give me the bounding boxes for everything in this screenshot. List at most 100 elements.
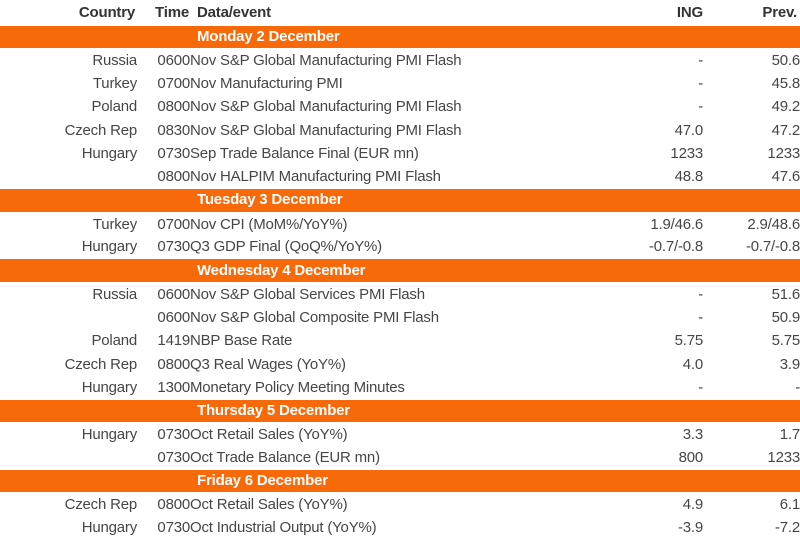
day-section-band: Monday 2 December — [0, 24, 800, 49]
day-section-band: Thursday 5 December — [0, 398, 800, 424]
day-section-row: Tuesday 3 December — [0, 188, 800, 213]
event-description-cell: Nov S&P Global Composite PMI Flash — [190, 308, 439, 326]
ing-forecast-cell: 47.0 — [674, 121, 703, 139]
previous-value-cell: 3.9 — [779, 355, 800, 373]
event-description-cell: Oct Retail Sales (YoY%) — [190, 426, 348, 444]
previous-value-cell: 1233 — [767, 145, 800, 163]
time-cell: 0600 — [157, 51, 190, 69]
event-row: Hungary 0730 Sep Trade Balance Final (EU… — [0, 142, 800, 165]
ing-forecast-cell: 5.75 — [674, 332, 703, 350]
event-row: Czech Rep 0830 Nov S&P Global Manufactur… — [0, 119, 800, 142]
col-header-time: Time — [155, 3, 189, 21]
ing-forecast-cell: - — [698, 285, 703, 303]
event-description-cell: Nov HALPIM Manufacturing PMI Flash — [190, 168, 441, 186]
previous-value-cell: 47.6 — [771, 168, 800, 186]
country-cell — [0, 165, 137, 188]
time-cell: 1300 — [157, 378, 190, 396]
event-description-cell: Monetary Policy Meeting Minutes — [190, 378, 405, 396]
time-cell: 0800 — [157, 496, 190, 514]
day-section-title: Monday 2 December — [197, 27, 340, 45]
country-cell: Russia — [92, 51, 137, 69]
time-cell: 0600 — [157, 285, 190, 303]
time-cell: 0800 — [157, 98, 190, 116]
event-row: Hungary 0730 Oct Industrial Output (YoY%… — [0, 516, 800, 539]
country-cell — [0, 446, 137, 469]
calendar-body: Monday 2 December Russia 0600 Nov S&P Gl… — [0, 24, 800, 540]
day-section-row: Wednesday 4 December — [0, 258, 800, 283]
ing-forecast-cell: -0.7/-0.8 — [648, 238, 703, 256]
event-row: 0800 Nov HALPIM Manufacturing PMI Flash … — [0, 165, 800, 188]
previous-value-cell: - — [795, 378, 800, 396]
event-description-cell: Q3 Real Wages (YoY%) — [190, 355, 346, 373]
event-description-cell: Nov S&P Global Manufacturing PMI Flash — [190, 51, 462, 69]
event-row: Russia 0600 Nov S&P Global Services PMI … — [0, 282, 800, 305]
event-description-cell: Sep Trade Balance Final (EUR mn) — [190, 145, 419, 163]
country-cell: Turkey — [92, 215, 137, 233]
time-cell: 0730 — [157, 145, 190, 163]
event-description-cell: Nov CPI (MoM%/YoY%) — [190, 215, 348, 233]
event-row: 0600 Nov S&P Global Composite PMI Flash … — [0, 306, 800, 329]
previous-value-cell: -7.2 — [774, 519, 800, 537]
event-description-cell: NBP Base Rate — [190, 332, 293, 350]
country-cell: Hungary — [81, 145, 137, 163]
day-section-title: Thursday 5 December — [197, 401, 350, 419]
country-cell: Czech Rep — [64, 496, 137, 514]
previous-value-cell: 1233 — [767, 448, 800, 466]
day-section-title: Friday 6 December — [197, 472, 328, 490]
ing-forecast-cell: 4.9 — [682, 496, 703, 514]
previous-value-cell: -0.7/-0.8 — [745, 238, 800, 256]
country-cell: Hungary — [81, 238, 137, 256]
ing-forecast-cell: - — [698, 378, 703, 396]
col-header-country: Country — [78, 3, 135, 21]
event-description-cell: Nov S&P Global Manufacturing PMI Flash — [190, 121, 462, 139]
event-description-cell: Oct Trade Balance (EUR mn) — [190, 448, 380, 466]
country-cell: Turkey — [92, 74, 137, 92]
event-row: Czech Rep 0800 Q3 Real Wages (YoY%) 4.0 … — [0, 352, 800, 375]
day-section-band: Tuesday 3 December — [0, 188, 800, 213]
event-row: Hungary 0730 Oct Retail Sales (YoY%) 3.3… — [0, 423, 800, 446]
country-cell: Czech Rep — [64, 121, 137, 139]
ing-forecast-cell: 800 — [678, 448, 703, 466]
country-cell: Russia — [92, 285, 137, 303]
previous-value-cell: 50.9 — [771, 308, 800, 326]
previous-value-cell: 6.1 — [779, 496, 800, 514]
ing-forecast-cell: 48.8 — [674, 168, 703, 186]
day-section-title: Tuesday 3 December — [197, 191, 343, 209]
country-cell: Poland — [91, 332, 137, 350]
previous-value-cell: 47.2 — [771, 121, 800, 139]
event-row: Poland 1419 NBP Base Rate 5.75 5.75 — [0, 329, 800, 352]
previous-value-cell: 45.8 — [771, 74, 800, 92]
table-header-row: Country Time Data/event ING Prev. — [0, 0, 800, 25]
day-section-band: Friday 6 December — [0, 468, 800, 494]
time-cell: 0730 — [157, 238, 190, 256]
event-description-cell: Nov Manufacturing PMI — [190, 74, 343, 92]
event-row: Turkey 0700 Nov CPI (MoM%/YoY%) 1.9/46.6… — [0, 212, 800, 235]
col-header-previous: Prev. — [762, 3, 797, 21]
ing-forecast-cell: 3.3 — [682, 426, 703, 444]
time-cell: 0800 — [157, 168, 190, 186]
country-cell: Hungary — [81, 426, 137, 444]
event-description-cell: Oct Retail Sales (YoY%) — [190, 496, 348, 514]
day-section-row: Friday 6 December — [0, 468, 800, 494]
event-description-cell: Nov S&P Global Manufacturing PMI Flash — [190, 98, 462, 116]
time-cell: 0700 — [157, 74, 190, 92]
day-section-row: Monday 2 December — [0, 24, 800, 49]
event-row: Turkey 0700 Nov Manufacturing PMI - 45.8 — [0, 72, 800, 95]
ing-forecast-cell: - — [698, 308, 703, 326]
ing-forecast-cell: 4.0 — [682, 355, 703, 373]
event-row: 0730 Oct Trade Balance (EUR mn) 800 1233 — [0, 446, 800, 469]
country-cell: Hungary — [81, 378, 137, 396]
col-header-ing-forecast: ING — [676, 3, 703, 21]
time-cell: 0700 — [157, 215, 190, 233]
event-description-cell: Nov S&P Global Services PMI Flash — [190, 285, 425, 303]
previous-value-cell: 49.2 — [771, 98, 800, 116]
day-section-row: Thursday 5 December — [0, 398, 800, 424]
event-row: Hungary 1300 Monetary Policy Meeting Min… — [0, 376, 800, 399]
day-section-title: Wednesday 4 December — [197, 261, 366, 279]
previous-value-cell: 51.6 — [771, 285, 800, 303]
previous-value-cell: 50.6 — [771, 51, 800, 69]
time-cell: 1419 — [157, 332, 190, 350]
event-row: Hungary 0730 Q3 GDP Final (QoQ%/YoY%) -0… — [0, 236, 800, 259]
country-cell: Poland — [91, 98, 137, 116]
